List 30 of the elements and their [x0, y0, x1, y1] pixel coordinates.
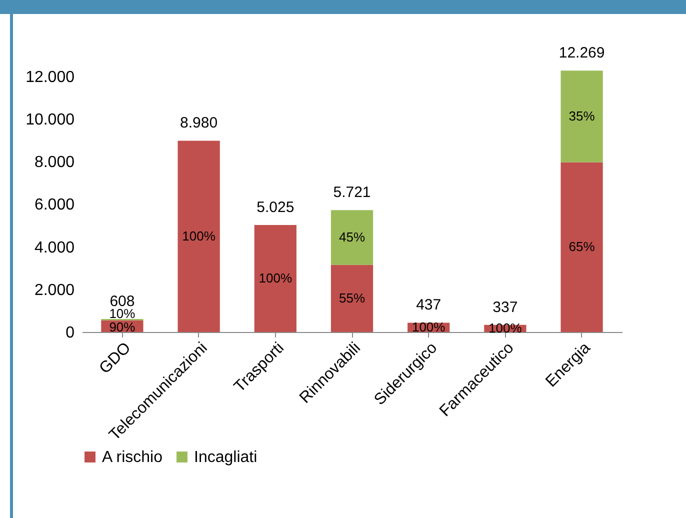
legend-label: Incagliati — [194, 449, 258, 466]
annotation: 55% — [338, 290, 366, 306]
annotation: 65% — [568, 239, 596, 254]
total-label: 5.025 — [256, 198, 294, 216]
y-tick-label: 8.000 — [34, 154, 75, 172]
bar — [254, 224, 296, 332]
annotation: 100% — [258, 270, 292, 286]
annotation: 100% — [488, 320, 522, 336]
annotation: 90% — [109, 320, 136, 335]
annotation: 45% — [338, 229, 366, 244]
annotation: 100% — [412, 319, 446, 334]
total-label: 8.980 — [180, 114, 218, 132]
bar — [330, 264, 374, 332]
annotation: 100% — [182, 228, 216, 244]
y-tick-label: 4.000 — [34, 239, 75, 256]
bar — [560, 70, 603, 162]
total-label: 437 — [416, 296, 442, 314]
y-tick-label: 6.000 — [34, 196, 75, 214]
y-tick-label: 12.000 — [26, 68, 75, 86]
y-tick-label: 2.000 — [34, 282, 75, 299]
total-label: 5.721 — [333, 184, 371, 202]
legend-label: A rischio — [102, 449, 163, 466]
total-label: 337 — [492, 298, 518, 316]
total-label: 12.269 — [558, 44, 605, 62]
y-tick-label: 0 — [66, 324, 75, 342]
bar — [178, 140, 220, 332]
annotation: 35% — [568, 108, 596, 124]
y-tick-label: 10.000 — [26, 111, 75, 128]
bar — [560, 162, 603, 332]
bar — [330, 210, 374, 265]
